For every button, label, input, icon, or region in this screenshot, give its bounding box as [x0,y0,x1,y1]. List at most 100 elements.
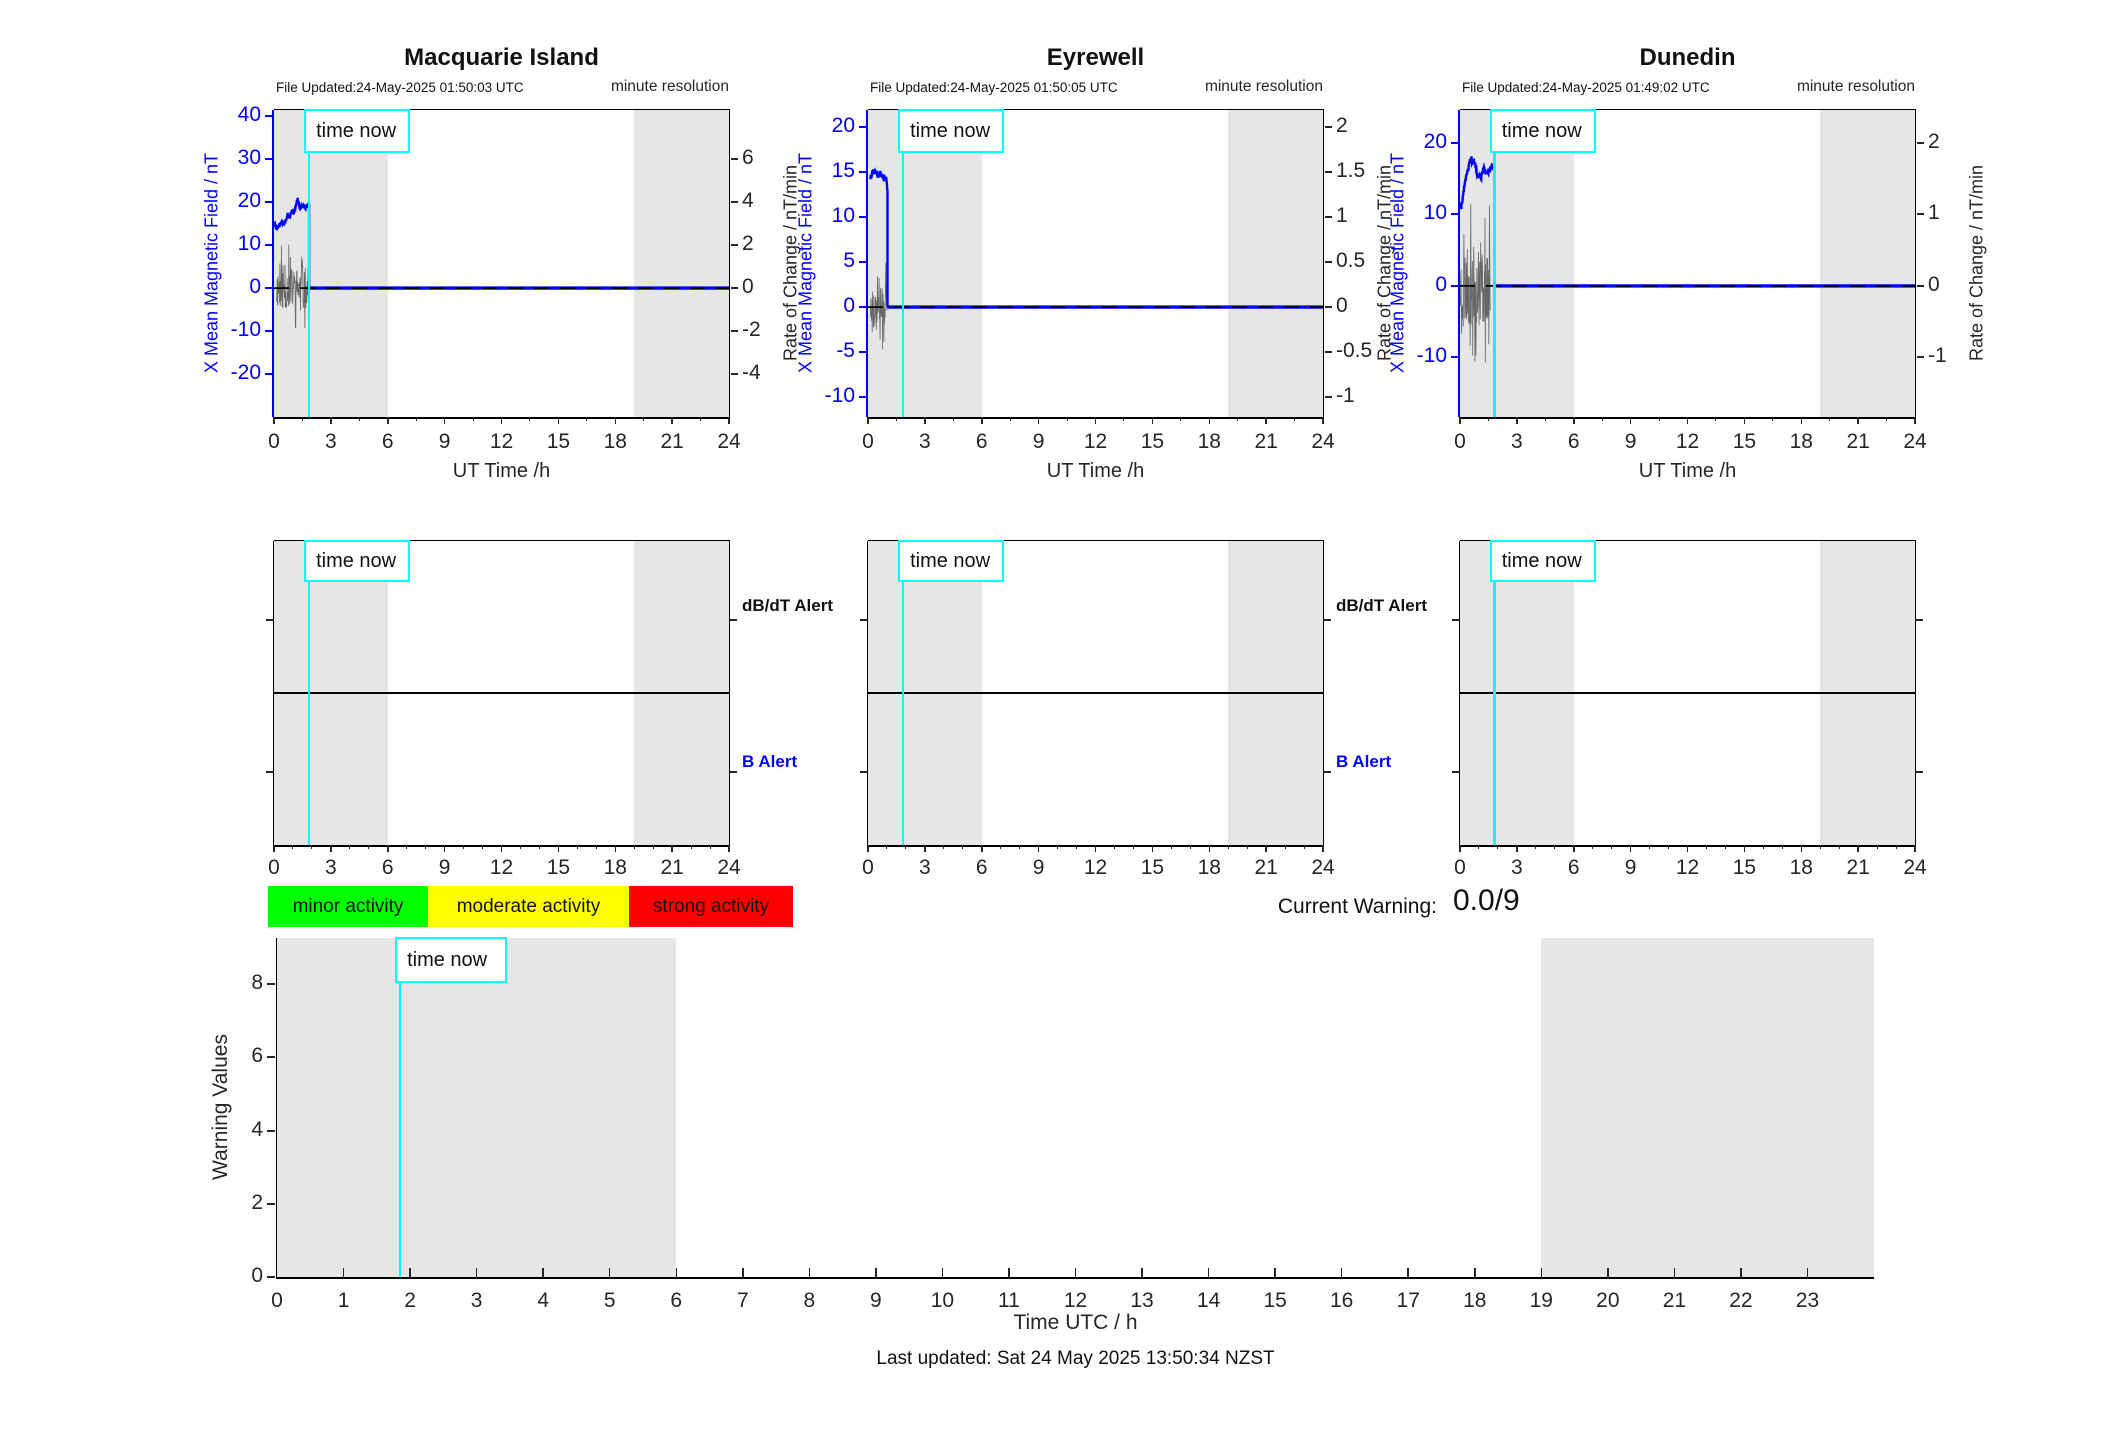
x-minor-tick [1180,417,1182,421]
night-shading-band [274,110,388,417]
x-minor-tick [576,845,578,849]
x-minor-tick [1189,845,1191,849]
right-y-tick-label: 2 [1336,114,1348,138]
x-major-tick [1573,845,1575,852]
legend-strong-activity: strong activity [629,886,793,927]
y-tick [267,983,275,986]
x-tick-label: 8 [803,1289,816,1312]
alert-plot: 0 3 6 9 12 15 18 21 24 time now [1452,540,1927,879]
time-now-box: time now [1489,109,1596,153]
x-axis-label: UT Time /h [1638,460,1737,482]
night-shading-band [634,110,729,417]
x-tick-label: 15 [1140,856,1165,879]
x-minor-tick [301,417,303,421]
left-y-tick-label: 30 [237,146,261,170]
x-tick-inside [808,1268,811,1277]
activity-legend: minor activity moderate activity strong … [268,886,793,927]
x-tick-label: 12 [1063,1289,1088,1312]
right-spine [729,541,730,845]
x-major-tick [671,417,673,424]
left-spine [275,938,277,1277]
legend-minor-activity-label: minor activity [292,895,404,917]
x-major-tick [330,417,332,424]
left-y-tick [266,771,273,773]
x-tick-label: 12 [1675,430,1700,453]
x-major-tick [1629,417,1632,424]
x-tick-label: 9 [1032,430,1045,453]
x-major-tick [330,845,332,852]
warning-values-axis-label: Warning Values [209,1034,232,1180]
x-tick-label: 21 [660,856,684,879]
x-minor-tick [1132,845,1134,849]
x-tick-label: 24 [1311,430,1335,453]
x-minor-tick [643,417,645,421]
left-y-tick [265,244,272,247]
right-y-tick [731,330,738,333]
x-minor-tick [358,417,360,421]
x-major-tick [443,417,446,424]
right-y-tick [731,200,738,203]
x-tick-label: 21 [1846,430,1870,453]
x-tick-label: 3 [325,856,337,879]
left-y-tick-label: 5 [843,249,855,273]
y-tick-label: 4 [251,1117,263,1141]
x-tick-label: 18 [1197,856,1221,879]
x-major-tick [387,417,389,424]
x-tick-inside [742,1268,744,1277]
station-column-macquarie-island: Macquarie Island File Updated:24-May-202… [202,0,833,935]
x-tick-label: 1 [337,1289,350,1312]
x-tick-label: 24 [1903,856,1927,879]
left-y-tick [859,126,866,129]
x-tick-label: 13 [1130,1289,1154,1312]
x-tick-label: 9 [1032,856,1045,879]
x-tick-inside [475,1268,478,1277]
x-tick-inside [1141,1268,1143,1277]
x-tick-label: 0 [862,430,874,453]
right-y-tick [1917,213,1924,216]
left-spine [867,541,868,845]
x-major-tick [500,417,503,424]
x-major-tick [1037,845,1040,852]
right-spine [1915,541,1916,845]
left-y-tick [860,619,867,621]
x-tick-inside [1806,1268,1809,1277]
x-major-tick [1094,417,1097,424]
x-minor-tick [690,845,692,849]
x-tick-inside [875,1268,877,1277]
x-tick-label: 18 [1197,430,1221,453]
x-tick-inside [608,1268,611,1277]
right-y-tick [1324,619,1331,621]
x-tick-label: 18 [603,430,627,453]
right-y-tick [1325,261,1332,264]
current-warning-value: 0.0/9 [1453,884,1520,917]
y-tick [267,1056,275,1059]
right-y-tick [1917,284,1924,287]
x-minor-tick [1772,417,1774,421]
time-now-line [901,110,905,417]
x-tick-label: 22 [1729,1289,1753,1312]
right-y-tick [1325,126,1332,129]
x-tick-label: 6 [381,856,394,879]
last-updated-text: Last updated: Sat 24 May 2025 13:50:34 N… [876,1348,1275,1369]
plot-title: Eyrewell [1046,43,1145,71]
x-tick-label: 15 [1140,430,1165,453]
file-updated-note: File Updated:24-May-2025 01:50:03 UTC [276,80,524,95]
left-y-tick [859,396,866,399]
x-tick-label: 18 [1463,1289,1487,1312]
right-y-tick-label: 4 [742,188,754,212]
x-minor-tick [962,845,964,849]
dbdt-alert-label: dB/dT Alert [742,596,833,615]
left-y-tick [265,330,272,333]
x-minor-tick [368,845,370,849]
x-minor-tick [1170,845,1172,849]
x-minor-tick [529,417,531,421]
rate-of-change-series [1460,203,1491,363]
time-now-box: time now [1489,540,1596,582]
x-major-tick [387,845,389,852]
right-y-tick [730,771,737,773]
data-curves [274,197,729,329]
warning-values-plot: 0 1 2 3 4 5 6 7 8 9 10 11 12 13 14 15 16 17 18 19 20 21 22 23 0 2… [251,937,1874,1312]
x-major-tick [981,845,983,852]
x-tick-label: 21 [660,430,684,453]
